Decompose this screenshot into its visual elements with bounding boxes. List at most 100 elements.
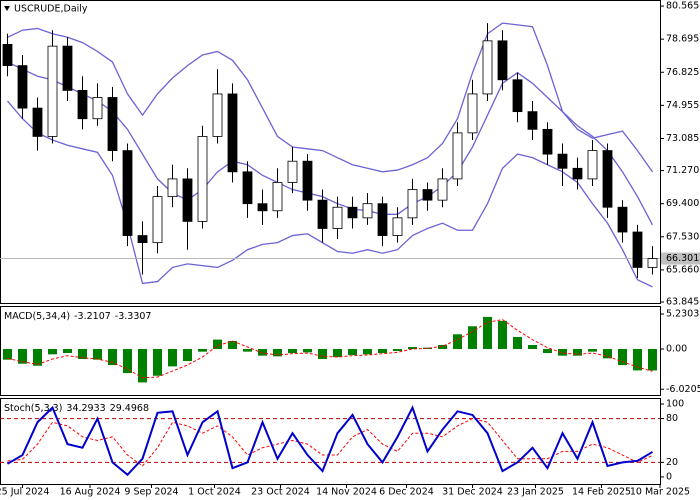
y-tick-label: 69.400 — [666, 198, 699, 209]
x-tick-label: 14 Nov 2024 — [316, 487, 377, 498]
candle-body — [17, 65, 28, 109]
y-tick-label: 71.270 — [666, 165, 699, 176]
macd-title: MACD(5,34,4) — [4, 311, 70, 322]
macd-bar — [588, 348, 597, 352]
candle-body — [557, 153, 568, 169]
last-price-label: 66.301 — [666, 253, 699, 264]
x-tick-label: 16 Aug 2024 — [60, 487, 121, 498]
y-tick-label: 5.2303 — [666, 309, 699, 320]
y-tick-label: 73.085 — [666, 133, 699, 144]
macd-bar — [288, 348, 297, 354]
x-tick-label: 6 Dec 2024 — [379, 487, 434, 498]
stoch-header: Stoch(5,3,3) 34.2933 29.4968 — [4, 403, 149, 414]
candle-body — [302, 160, 313, 201]
macd-bar — [333, 348, 342, 358]
x-tick-label: 25 Jul 2024 — [0, 487, 49, 498]
macd-bar — [3, 348, 12, 360]
macd-header: MACD(5,34,4) -3.2107 -3.3307 — [4, 311, 151, 322]
macd-bar — [93, 348, 102, 360]
candle-body — [122, 150, 133, 236]
candle-body — [2, 43, 13, 67]
candle-body — [137, 235, 148, 244]
macd-bar — [198, 348, 207, 352]
y-tick-label: 65.660 — [666, 264, 699, 275]
stoch-title: Stoch(5,3,3) — [4, 403, 62, 414]
macd-signal — [7, 319, 653, 379]
macd-bar — [138, 348, 147, 383]
macd-bar — [603, 348, 612, 359]
x-tick-label: 10 Mar 2025 — [630, 487, 690, 498]
macd-bar — [108, 348, 117, 366]
candle-body — [227, 93, 238, 173]
y-tick-label: 78.695 — [666, 34, 699, 45]
macd-bar — [78, 348, 87, 360]
macd-bar — [378, 348, 387, 354]
menu-arrow — [4, 6, 10, 11]
macd-bar — [393, 348, 402, 351]
macd-bar — [33, 348, 42, 366]
macd-bar — [363, 348, 372, 355]
stoch-value: 34.2933 — [66, 403, 105, 414]
chart-title: USCRUDE,Daily — [14, 4, 88, 15]
y-tick-label: 0.00 — [666, 343, 687, 354]
candle-body — [617, 206, 628, 233]
macd-bar — [438, 344, 447, 349]
candle-body — [512, 79, 523, 113]
y-tick-label: 80.565 — [666, 1, 699, 12]
y-tick-label: 20 — [666, 457, 678, 468]
candle-body — [437, 178, 448, 201]
candle-body — [527, 111, 538, 130]
macd-bar — [273, 348, 282, 357]
macd-bar — [318, 348, 327, 360]
macd-bar — [168, 348, 177, 367]
x-tick-label: 23 Jan 2025 — [507, 487, 564, 498]
candle-body — [257, 203, 268, 212]
y-tick-label: 74.955 — [666, 100, 699, 111]
candle-body — [197, 136, 208, 222]
candle-body — [77, 89, 88, 120]
candle-body — [287, 160, 298, 183]
stoch-signal-value: 29.4968 — [110, 403, 149, 414]
y-tick-label: 0 — [666, 471, 672, 482]
candle-body — [32, 107, 43, 137]
macd-bar — [258, 348, 267, 356]
stoch-main — [6, 405, 654, 477]
candle-body — [152, 196, 163, 244]
band-lower — [7, 100, 653, 288]
last-price-box — [661, 252, 700, 265]
macd-bar — [543, 348, 552, 354]
macd-bar — [423, 347, 432, 349]
band-upper — [7, 22, 654, 173]
macd-bar — [558, 348, 567, 356]
candle-body — [242, 171, 253, 205]
macd-bar — [633, 348, 642, 371]
candle-body — [47, 45, 58, 137]
candle-body — [62, 45, 73, 91]
macd-bar — [183, 348, 192, 362]
candle-body — [467, 93, 478, 134]
candle-body — [362, 203, 373, 219]
macd-bar — [453, 334, 462, 349]
macd-bar — [123, 348, 132, 374]
candle-body — [332, 206, 343, 229]
y-tick-label: 100 — [666, 399, 684, 410]
candle-body — [182, 178, 193, 222]
y-tick-label: 63.845 — [666, 297, 699, 308]
macd-bar — [303, 348, 312, 353]
x-tick-label: 9 Sep 2024 — [124, 487, 178, 498]
candle-body — [92, 97, 103, 120]
candle-body — [572, 167, 583, 180]
candle-body — [542, 128, 553, 155]
macd-bar — [153, 348, 162, 376]
candle-body — [212, 93, 223, 137]
macd-bar — [48, 348, 57, 355]
macd-bar — [648, 348, 657, 371]
macd-bar — [213, 339, 222, 349]
candle-body — [272, 182, 283, 212]
candle-body — [647, 258, 658, 268]
y-tick-label: -6.0205 — [666, 384, 700, 395]
macd-bar — [18, 348, 27, 364]
candle-body — [167, 178, 178, 198]
candle-body — [317, 199, 328, 229]
price-panel — [0, 0, 661, 304]
